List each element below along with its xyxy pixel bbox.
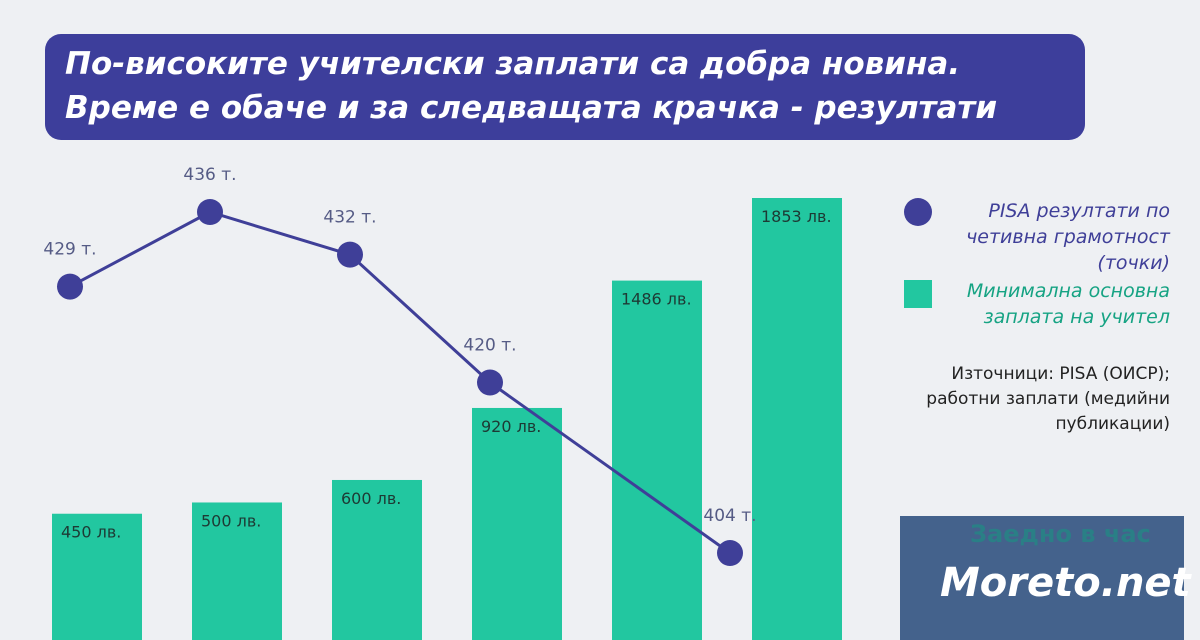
data-label: 404 т.: [703, 506, 756, 526]
bar: [332, 479, 422, 640]
legend-marker: [904, 280, 932, 308]
data-label: 920 лв.: [481, 417, 541, 436]
data-label: 450 лв.: [61, 523, 121, 542]
legend-keys: [904, 198, 932, 308]
point: [57, 273, 83, 300]
legend-marker: [904, 198, 932, 226]
data-label: 500 лв.: [201, 511, 261, 530]
watermark: Заедно в час Moreto.net: [900, 516, 1191, 640]
point: [717, 540, 743, 566]
logo: Заедно в час: [970, 520, 1151, 548]
bar: [612, 280, 702, 640]
data-label: 432 т.: [323, 208, 376, 228]
title-line: По-високите учителски заплати са добра н…: [65, 46, 961, 82]
source: Източници: PISA (ОИСР); работни заплати …: [926, 364, 1170, 434]
title-box: По-високите учителски заплати са добра н…: [45, 34, 1085, 140]
bar: [52, 513, 142, 640]
title-line: Време е обаче и за следващата крачка - р…: [65, 90, 998, 126]
legend-entry: PISA резултати по четивна грамотност (то…: [966, 200, 1170, 274]
data-label: 436 т.: [183, 165, 236, 185]
legend-entry: Минимална основна заплата на учител: [966, 280, 1170, 328]
data-label: 1853 лв.: [761, 207, 832, 226]
point: [337, 241, 363, 268]
data-label: 429 т.: [43, 240, 96, 260]
data-label: 1486 лв.: [621, 290, 692, 309]
bar: [192, 502, 282, 640]
bar: [752, 198, 842, 640]
logo: Moreto.net: [940, 560, 1191, 606]
chart: 200920132015201820222024450 лв.500 лв.60…: [43, 165, 842, 640]
bar: [472, 407, 562, 640]
data-label: 420 т.: [463, 336, 516, 356]
point: [477, 369, 503, 396]
data-label: 600 лв.: [341, 489, 401, 508]
point: [197, 199, 223, 225]
